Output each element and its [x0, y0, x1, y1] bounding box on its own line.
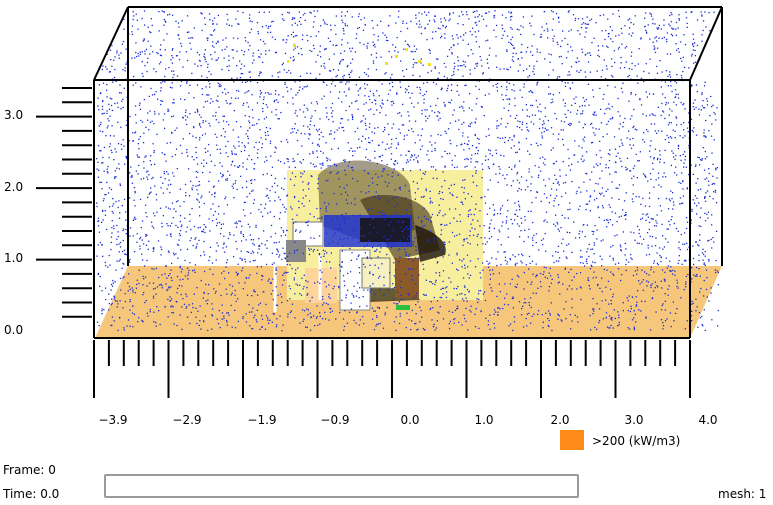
- x-tick-label: 4.0: [698, 413, 718, 427]
- domain-bounding-box: [93, 6, 723, 339]
- x-tick-label: 1.0: [474, 413, 494, 427]
- x-tick-label: −3.9: [98, 413, 128, 427]
- x-axis-ticks: [93, 340, 691, 398]
- z-tick-label: 0.0: [4, 323, 24, 337]
- frame-counter: Frame: 0: [3, 463, 56, 477]
- time-readout: Time: 0.0: [3, 487, 60, 501]
- z-tick-label: 2.0: [4, 180, 24, 194]
- furniture-objects: [273, 215, 419, 312]
- x-tick-label: −2.9: [172, 413, 202, 427]
- x-tick-label: 0.0: [400, 413, 420, 427]
- smoke-particles: [96, 10, 719, 332]
- hot-particles: [287, 44, 431, 66]
- z-tick-label: 3.0: [4, 108, 24, 122]
- legend-label: >200 (kW/m3): [592, 434, 681, 448]
- z-tick-label: 1.0: [4, 251, 24, 265]
- z-axis-ticks: [36, 87, 92, 318]
- x-tick-label: −1.9: [247, 413, 277, 427]
- floor-plane: [95, 266, 722, 338]
- x-tick-label: −0.9: [320, 413, 350, 427]
- x-tick-label: 2.0: [550, 413, 570, 427]
- mesh-indicator: mesh: 1: [718, 487, 767, 501]
- time-slider[interactable]: [104, 474, 579, 498]
- legend-color-swatch: [560, 430, 584, 450]
- x-tick-label: 3.0: [624, 413, 644, 427]
